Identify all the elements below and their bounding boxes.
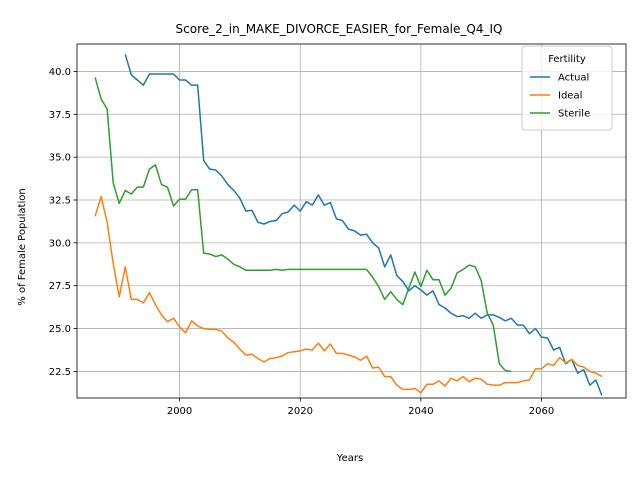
x-tick-label: 2060 <box>529 406 554 417</box>
x-axis-label: Years <box>336 453 363 464</box>
y-tick-label: 27.5 <box>49 281 71 292</box>
legend: Fertility Actual Ideal Sterile <box>521 45 613 131</box>
y-tick-label: 25.0 <box>49 324 71 335</box>
y-axis-label: % of Female Population <box>17 188 28 305</box>
legend-label-ideal: Ideal <box>558 91 582 102</box>
legend-box <box>521 45 613 131</box>
series-line-sterile <box>94 77 512 373</box>
legend-title: Fertility <box>548 54 586 65</box>
series-line-ideal <box>94 195 603 394</box>
chart-title: Score_2_in_MAKE_DIVORCE_EASIER_for_Femal… <box>176 22 503 36</box>
legend-label-sterile: Sterile <box>558 109 590 120</box>
y-tick-label: 22.5 <box>49 367 71 378</box>
y-tick-label: 40.0 <box>49 67 71 78</box>
x-tick-label: 2020 <box>287 406 312 417</box>
grid-lines <box>77 44 626 398</box>
series-line-actual <box>124 54 603 396</box>
legend-label-actual: Actual <box>558 73 589 84</box>
series-lines <box>94 54 603 396</box>
x-axis-ticks: 2000 2020 2040 2060 <box>167 398 554 417</box>
y-tick-label: 37.5 <box>49 110 71 121</box>
x-tick-label: 2040 <box>408 406 433 417</box>
x-tick-label: 2000 <box>167 406 192 417</box>
legend-items: Actual Ideal Sterile <box>530 73 590 120</box>
y-tick-label: 32.5 <box>49 196 71 207</box>
plot-frame <box>76 43 627 399</box>
y-axis-ticks: 22.5 25.0 27.5 30.0 32.5 35.0 37.5 40.0 <box>49 67 77 378</box>
y-tick-label: 30.0 <box>49 238 71 249</box>
y-tick-label: 35.0 <box>49 153 71 164</box>
